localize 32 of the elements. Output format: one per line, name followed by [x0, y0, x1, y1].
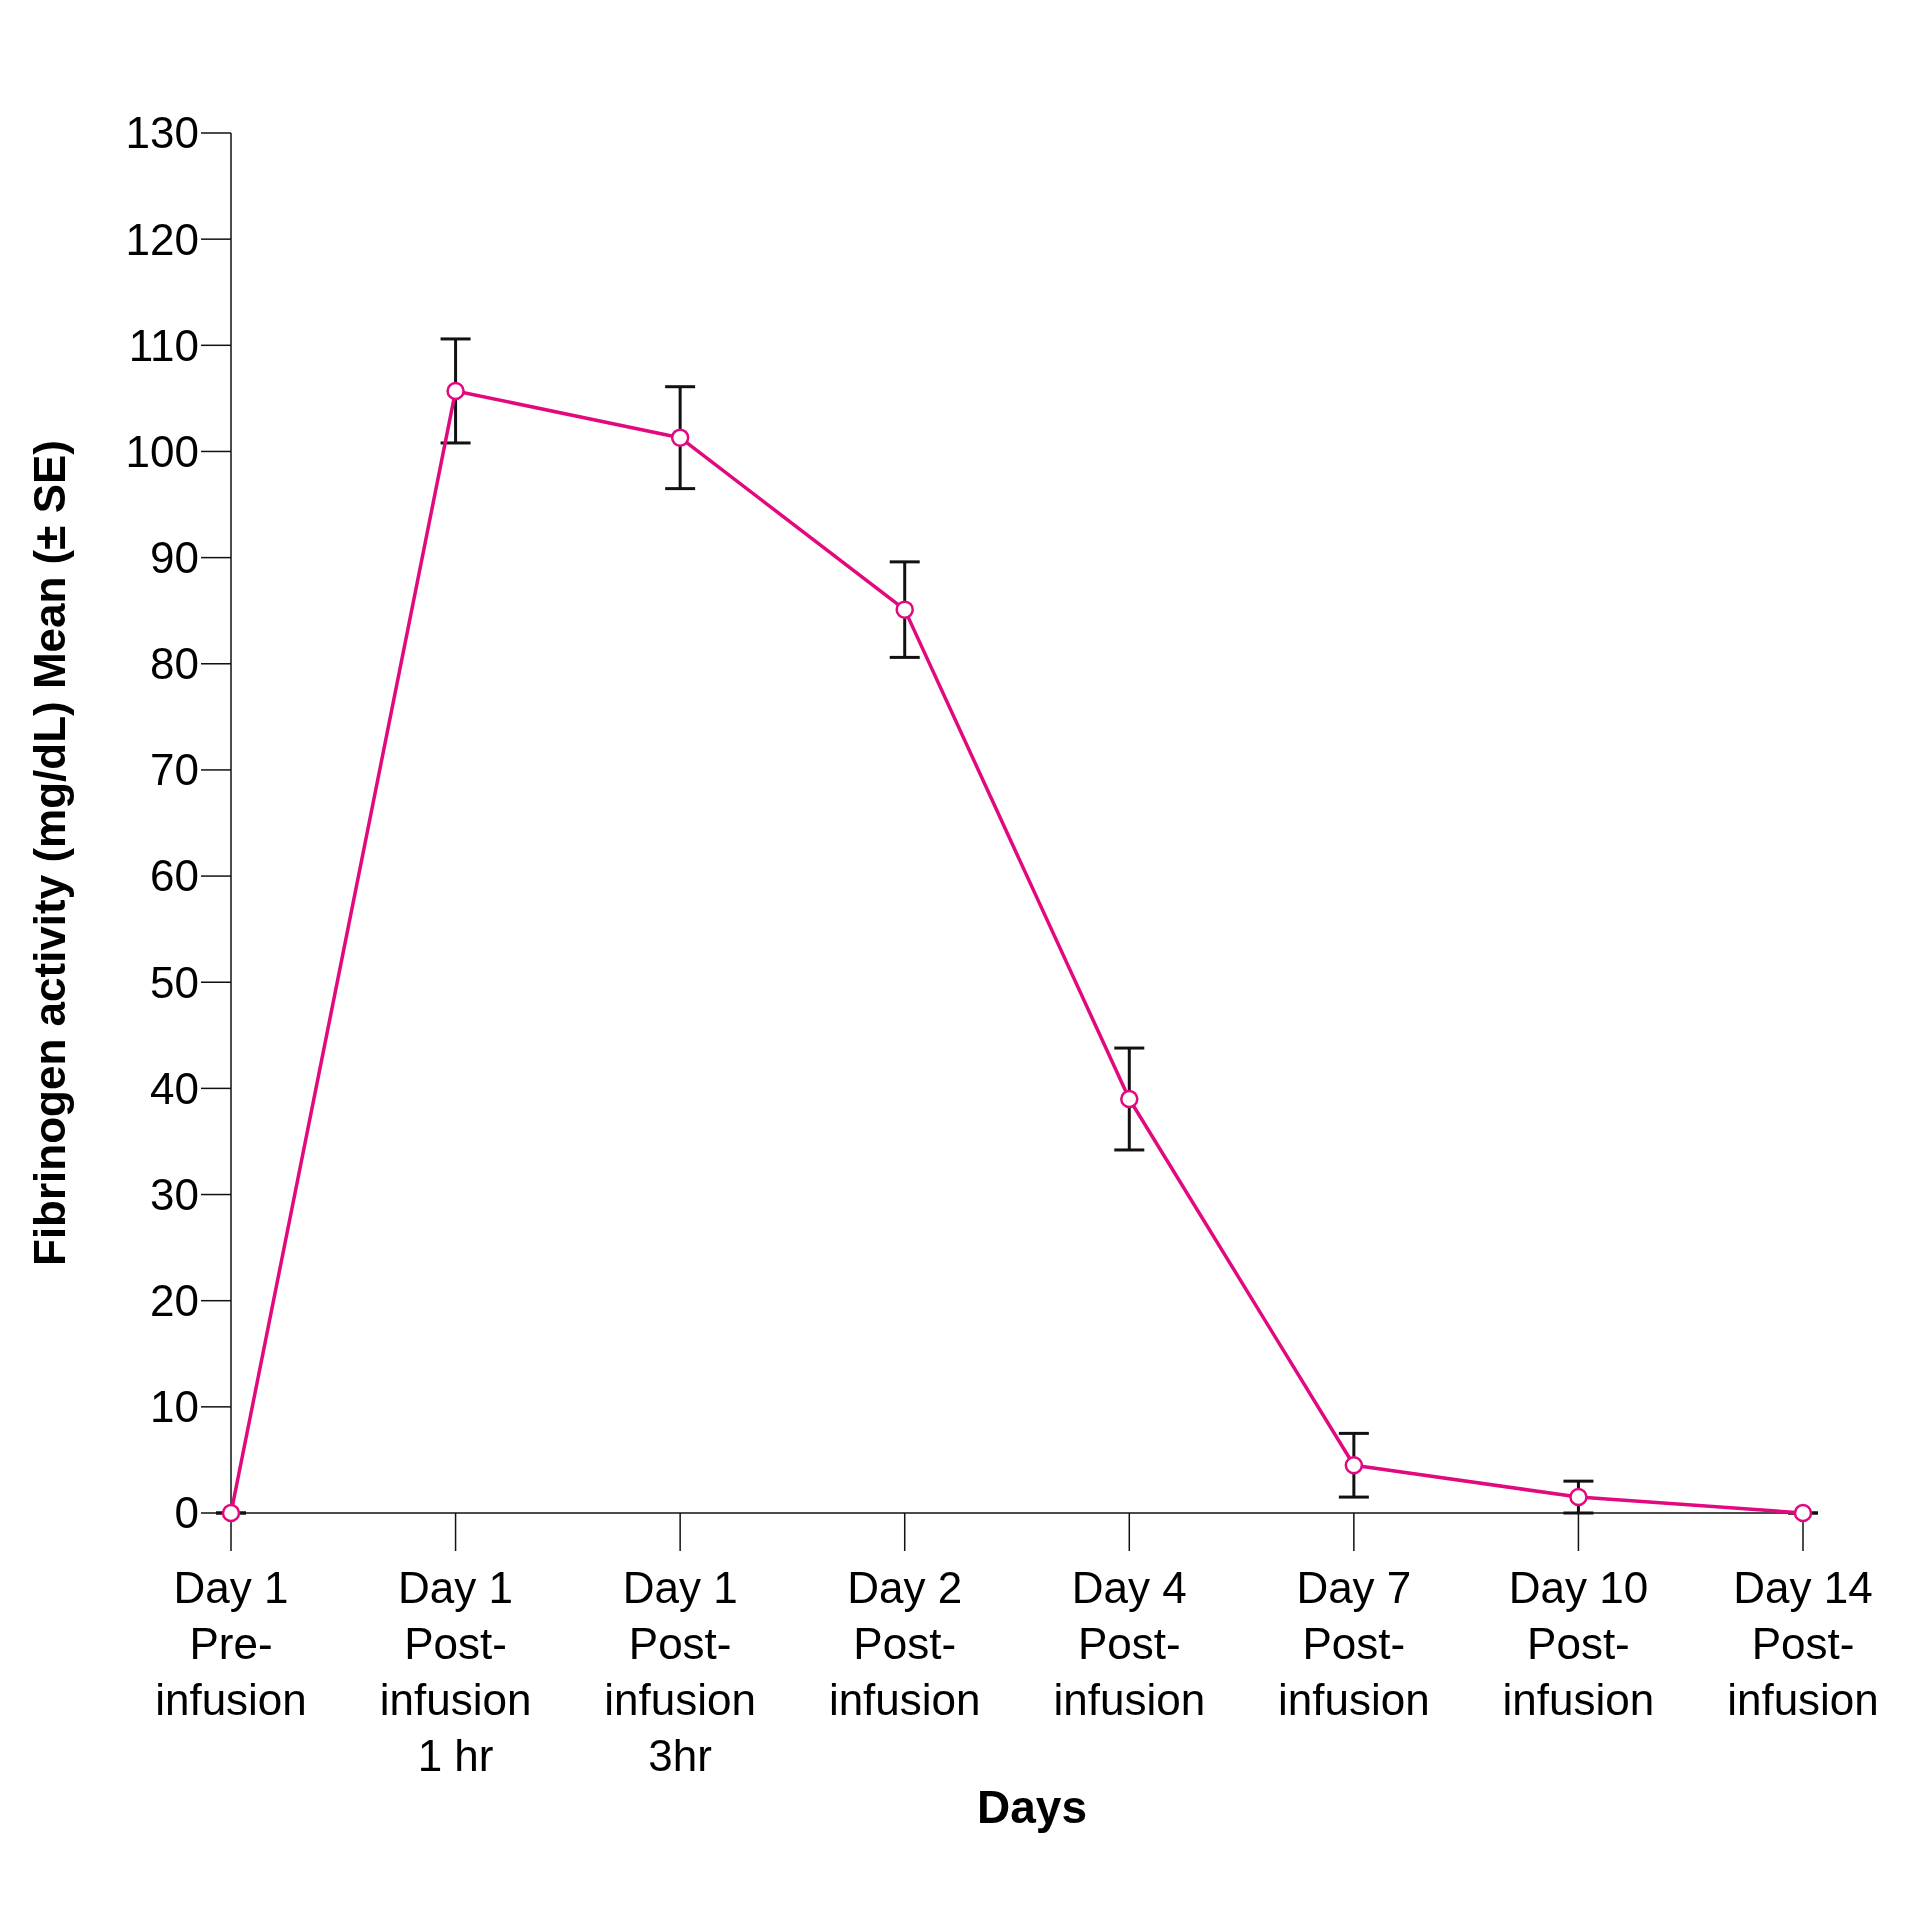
y-tick-label: 70 — [150, 745, 199, 795]
y-tick-label: 40 — [150, 1063, 199, 1113]
y-tick-label: 10 — [150, 1382, 199, 1432]
y-tick-label: 20 — [150, 1276, 199, 1326]
x-tick-label: Day 1 Post- infusion 1 hr — [379, 1563, 532, 1780]
y-tick-label: 60 — [150, 851, 199, 901]
y-tick-label: 110 — [128, 320, 199, 370]
x-tick-label: Day 4 Post- infusion — [1053, 1563, 1206, 1724]
x-tick-label: Day 7 Post- infusion — [1278, 1563, 1430, 1724]
point — [895, 600, 914, 619]
y-tick-label: 120 — [125, 214, 199, 264]
point — [670, 428, 690, 447]
x-tick-label: Day 10 Post- infusion — [1502, 1563, 1655, 1724]
y-tick-label: 30 — [150, 1169, 199, 1219]
x-axis-title: Days — [977, 1781, 1087, 1833]
y-tick-label: 130 — [125, 108, 199, 158]
y-tick-label: 80 — [150, 639, 199, 689]
x-tick-label: Day 2 Post- infusion — [828, 1563, 981, 1724]
x-tick-label: Day 1 Pre- infusion — [155, 1563, 307, 1724]
point — [1120, 1089, 1139, 1109]
x-tick-label: Day 1 Post- infusion 3hr — [604, 1563, 756, 1780]
y-axis-title: Fibrinogen activity (mg/dL) Mean (± SE) — [25, 440, 74, 1266]
point — [1793, 1503, 1813, 1523]
point — [221, 1503, 241, 1523]
point — [1344, 1455, 1364, 1475]
y-tick-label: 90 — [150, 533, 199, 583]
x-tick-label: Day 14 Post- infusion — [1727, 1563, 1879, 1724]
y-tick-label: 50 — [150, 957, 199, 1007]
y-tick-label: 100 — [125, 426, 199, 476]
point — [1569, 1487, 1588, 1507]
point — [446, 381, 465, 401]
y-tick-label: 0 — [174, 1488, 199, 1538]
